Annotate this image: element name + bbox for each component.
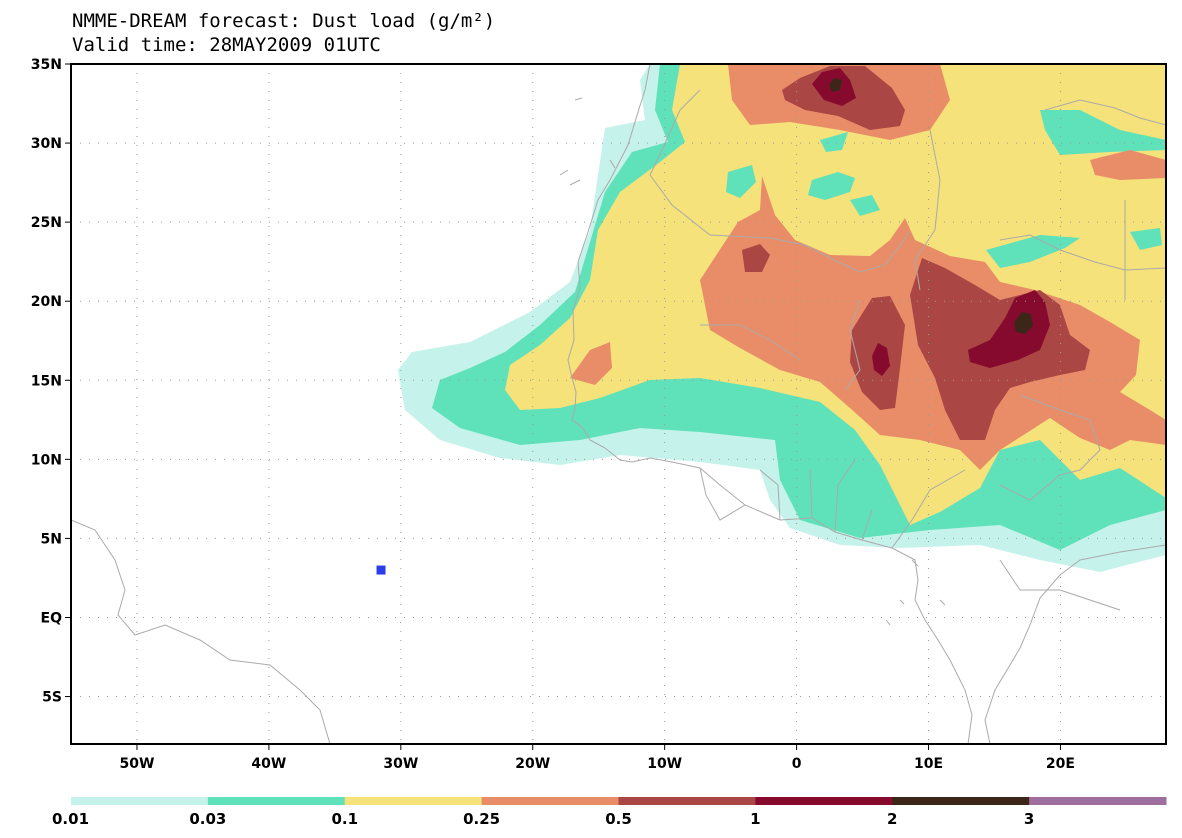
y-tick-label: 10N [31, 452, 62, 468]
colorbar-segment [71, 797, 209, 805]
plot-frame [70, 63, 1167, 745]
x-tick-label: 0 [792, 756, 802, 772]
map-title: NMME-DREAM forecast: Dust load (g/m²) [72, 10, 496, 32]
x-tick-label: 10W [647, 756, 682, 772]
colorbar-label: 0.1 [331, 810, 358, 828]
colorbar-label: 0.5 [605, 810, 632, 828]
colorbar-label: 0.03 [189, 810, 226, 828]
colorbar-segment [1029, 797, 1167, 805]
y-tick-label: 35N [31, 57, 62, 73]
y-tick-label: 15N [31, 373, 62, 389]
y-tick-label: 25N [31, 215, 62, 231]
x-tick-label: 50W [119, 756, 154, 772]
colorbar-segment [344, 797, 483, 805]
colorbar-label: 3 [1024, 810, 1034, 828]
y-tick-label: 5S [42, 690, 62, 706]
x-tick-label: 20W [515, 756, 550, 772]
y-axis: 35N 30N 25N 20N 15N 10N 5N EQ 5S [31, 57, 71, 706]
colorbar-segment [207, 797, 346, 805]
x-tick-label: 20E [1046, 756, 1075, 772]
y-tick-label: 30N [31, 136, 62, 152]
colorbar-label: 0.25 [463, 810, 500, 828]
station-marker [376, 565, 386, 575]
colorbar-segment [618, 797, 756, 805]
colorbar-segment [481, 797, 619, 805]
colorbar-label: 0.01 [52, 810, 89, 828]
colorbar-segment [892, 797, 1030, 805]
x-tick-label: 10E [914, 756, 943, 772]
colorbar-segment [755, 797, 893, 805]
x-tick-label: 40W [251, 756, 286, 772]
valid-time: Valid time: 28MAY2009 01UTC [72, 34, 381, 56]
colorbar: 0.01 0.03 0.1 0.25 0.5 1 2 3 [52, 797, 1167, 828]
y-tick-label: 20N [31, 294, 62, 310]
coastlines [71, 64, 1166, 744]
x-tick-label: 30W [383, 756, 418, 772]
dust-field [398, 64, 1166, 572]
colorbar-label: 2 [887, 810, 897, 828]
y-tick-label: 5N [41, 531, 62, 547]
colorbar-label: 1 [750, 810, 760, 828]
x-axis: 50W 40W 30W 20W 10W 0 10E 20E [119, 744, 1075, 772]
y-tick-label: EQ [41, 610, 63, 626]
